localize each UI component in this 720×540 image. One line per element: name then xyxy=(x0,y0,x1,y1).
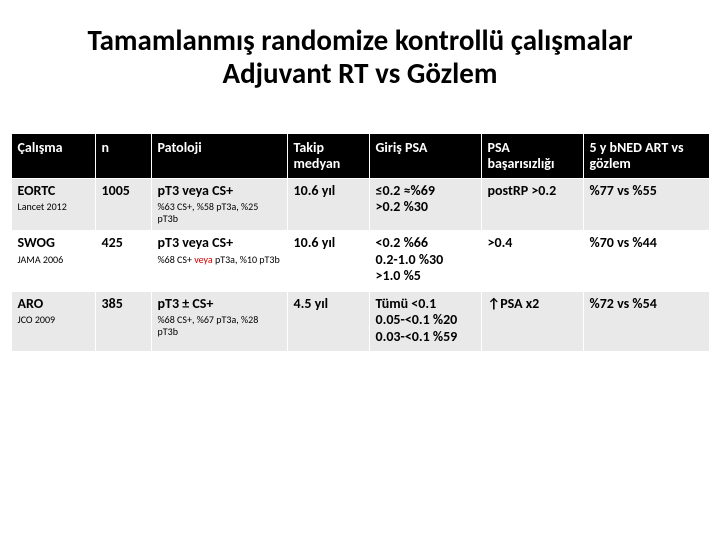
cell-n: 1005 xyxy=(95,178,151,231)
outcome-value: %72 vs %54 xyxy=(590,295,657,312)
cell-fu: 10.6 yıl xyxy=(287,231,369,292)
psa-entry-line: 0.03-<0.1 %59 xyxy=(376,329,475,346)
table-row: ARO JCO 2009 385 pT3 ± CS+ %68 CS+, %67 … xyxy=(11,291,709,352)
patho-detail: %63 CS+, %58 pT3a, %25 pT3b xyxy=(158,201,281,224)
n-value: 385 xyxy=(102,295,123,312)
col-outcome: 5 y bNED ART vs gözlem xyxy=(583,133,709,178)
cell-fu: 4.5 yıl xyxy=(287,291,369,352)
cell-patho: pT3 veya CS+ %63 CS+, %58 pT3a, %25 pT3b xyxy=(151,178,287,231)
cell-study: EORTC Lancet 2012 xyxy=(11,178,95,231)
cell-fu: 10.6 yıl xyxy=(287,178,369,231)
patho-main: pT3 veya CS+ xyxy=(158,235,281,252)
table-row: SWOG JAMA 2006 425 pT3 veya CS+ %68 CS+ … xyxy=(11,231,709,292)
cell-study: ARO JCO 2009 xyxy=(11,291,95,352)
study-citation: JCO 2009 xyxy=(18,314,89,326)
psa-entry-line: >1.0 %5 xyxy=(376,268,475,285)
cell-patho: pT3 veya CS+ %68 CS+ veya pT3a, %10 pT3b xyxy=(151,231,287,292)
col-patho: Patoloji xyxy=(151,133,287,178)
cell-psa-fail: postRP >0.2 xyxy=(481,178,583,231)
col-n: n xyxy=(95,133,151,178)
study-name: ARO xyxy=(18,296,89,313)
psa-entry-line: 0.05-<0.1 %20 xyxy=(376,312,475,329)
patho-main: pT3 veya CS+ xyxy=(158,183,281,200)
n-value: 425 xyxy=(102,234,123,251)
arrow-up-icon: ↑ xyxy=(488,295,501,312)
patho-detail: %68 CS+ veya pT3a, %10 pT3b xyxy=(158,254,281,266)
fu-value: 10.6 yıl xyxy=(294,182,336,199)
cell-n: 385 xyxy=(95,291,151,352)
col-psa-in: Giriş PSA xyxy=(369,133,481,178)
slide-title: Tamamlanmış randomize kontrollü çalışmal… xyxy=(10,24,710,91)
title-line-2: Adjuvant RT vs Gözlem xyxy=(223,55,498,91)
study-name: SWOG xyxy=(18,235,89,252)
study-name: EORTC xyxy=(18,183,89,200)
patho-detail: %68 CS+, %67 pT3a, %28 pT3b xyxy=(158,314,281,337)
study-citation: Lancet 2012 xyxy=(18,201,89,213)
cell-psa-entry: Tümü <0.1 0.05-<0.1 %20 0.03-<0.1 %59 xyxy=(369,291,481,352)
psa-entry-line: Tümü <0.1 xyxy=(376,296,475,313)
study-citation: JAMA 2006 xyxy=(18,254,89,266)
studies-table: Çalışma n Patoloji Takip medyan Giriş PS… xyxy=(11,133,710,353)
cell-outcome: %72 vs %54 xyxy=(583,291,709,352)
n-value: 1005 xyxy=(102,182,130,199)
col-study: Çalışma xyxy=(11,133,95,178)
fu-value: 10.6 yıl xyxy=(294,234,336,251)
col-fu: Takip medyan xyxy=(287,133,369,178)
cell-psa-fail: >0.4 xyxy=(481,231,583,292)
cell-patho: pT3 ± CS+ %68 CS+, %67 pT3a, %28 pT3b xyxy=(151,291,287,352)
table-row: EORTC Lancet 2012 1005 pT3 veya CS+ %63 … xyxy=(11,178,709,231)
patho-main: pT3 ± CS+ xyxy=(158,296,281,313)
fu-value: 4.5 yıl xyxy=(294,295,329,312)
outcome-value: %77 vs %55 xyxy=(590,182,657,199)
col-psa-fail: PSA başarısızlığı xyxy=(481,133,583,178)
cell-psa-entry: ≤0.2 ≈%69 >0.2 %30 xyxy=(369,178,481,231)
psa-entry-line: 0.2-1.0 %30 xyxy=(376,252,475,269)
table-header-row: Çalışma n Patoloji Takip medyan Giriş PS… xyxy=(11,133,709,178)
psa-fail-value: PSA x2 xyxy=(500,295,539,312)
cell-psa-fail: ↑PSA x2 xyxy=(481,291,583,352)
title-line-1: Tamamlanmış randomize kontrollü çalışmal… xyxy=(87,22,632,58)
psa-entry-line: ≤0.2 ≈%69 xyxy=(376,183,475,200)
psa-fail-value: postRP >0.2 xyxy=(488,182,557,199)
psa-fail-value: >0.4 xyxy=(488,234,513,251)
outcome-value: %70 vs %44 xyxy=(590,234,657,251)
cell-psa-entry: <0.2 %66 0.2-1.0 %30 >1.0 %5 xyxy=(369,231,481,292)
cell-outcome: %77 vs %55 xyxy=(583,178,709,231)
cell-n: 425 xyxy=(95,231,151,292)
cell-outcome: %70 vs %44 xyxy=(583,231,709,292)
psa-entry-line: >0.2 %30 xyxy=(376,199,475,216)
psa-entry-line: <0.2 %66 xyxy=(376,235,475,252)
cell-study: SWOG JAMA 2006 xyxy=(11,231,95,292)
